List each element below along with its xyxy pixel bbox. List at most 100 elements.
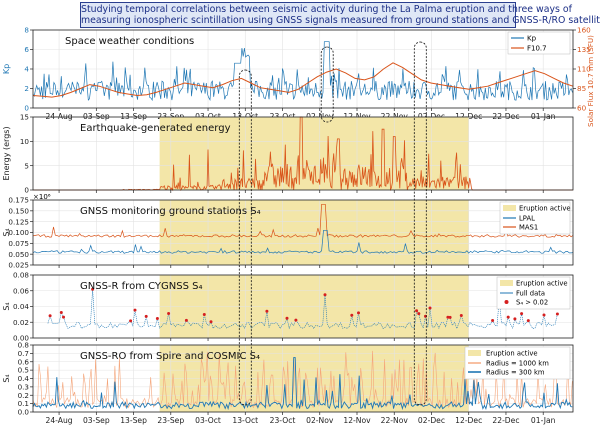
x-tick-label: 03-Sep: [83, 416, 110, 425]
correlation-marker: [320, 46, 334, 123]
threshold-point: [209, 320, 213, 324]
panel-title: GNSS monitoring ground stations S₄: [80, 206, 261, 217]
lpal-series-line: [32, 229, 574, 254]
correlation-marker: [238, 69, 252, 406]
threshold-point: [184, 318, 188, 322]
y-tick-label: 8: [24, 26, 29, 35]
panel-title: GNSS-R from CYGNSS S₄: [80, 281, 203, 292]
panel-title: Earthquake-generated energy: [80, 123, 231, 134]
threshold-point: [526, 319, 530, 323]
legend-kp-label: Kp: [527, 35, 537, 43]
y-tick-label: 0.175: [8, 196, 29, 205]
y-axis-label: Energy (ergs): [2, 126, 11, 180]
x-tick-label: 22-Nov: [381, 416, 409, 425]
x-tick-label: 03-Oct: [195, 112, 221, 121]
threshold-point: [59, 311, 63, 314]
x-tick-label: 22-Dec: [492, 416, 519, 425]
kp-series-line: [32, 41, 573, 102]
threshold-point: [448, 315, 452, 319]
x-tick-label: 23-Sep: [157, 416, 184, 425]
legend-f107-label: F10.7: [527, 45, 547, 53]
threshold-point: [167, 312, 171, 315]
legend-threshold-label: S₄ > 0.02: [516, 299, 548, 307]
threshold-point: [129, 319, 133, 323]
threshold-point: [294, 318, 298, 322]
threshold-point: [357, 311, 360, 315]
legend-box: [464, 346, 571, 380]
y-tick-label: 15: [20, 113, 29, 122]
threshold-point: [133, 308, 137, 312]
y-axis-label: S₄: [2, 228, 11, 236]
y-tick-label: 6: [24, 45, 29, 54]
threshold-point: [285, 316, 289, 320]
y-tick-label: 0.050: [8, 250, 29, 259]
y2-tick-label: 60: [577, 104, 587, 113]
panel-title: Space weather conditions: [65, 36, 194, 47]
y-tick-label: 0.1: [18, 399, 29, 408]
y-tick-label: 0.5: [18, 366, 29, 375]
legend-radius-300-label: Radius = 300 km: [486, 369, 545, 377]
legend-eruption-label: Eruption active: [486, 350, 538, 358]
legend-threshold-swatch: [504, 300, 509, 304]
x-tick-label: 02-Dec: [418, 416, 445, 425]
legend-eruption-swatch: [468, 350, 481, 356]
threshold-point: [323, 293, 327, 297]
y-axis-label: S₄: [2, 374, 11, 382]
threshold-point: [417, 312, 421, 316]
threshold-point: [91, 287, 95, 291]
plot-frame: [32, 116, 574, 191]
x-tick-label: 13-Oct: [232, 416, 258, 425]
threshold-point: [459, 314, 463, 317]
banner-line-1: Studying temporal correlations between s…: [81, 4, 572, 15]
y-axis-label: Kp: [2, 64, 11, 74]
threshold-point: [513, 317, 517, 321]
legend-full-data-label: Full data: [516, 290, 545, 298]
legend-eruption-swatch: [500, 280, 513, 286]
radius-300-series-line: [32, 357, 573, 411]
y2-axis-label: Solar Flux 10.7 mm (SFU): [586, 35, 595, 127]
figure-banner: Studying temporal correlations between s…: [80, 2, 600, 28]
x-tick-label: 24-Aug: [46, 416, 73, 425]
threshold-point: [155, 317, 159, 320]
x-tick-label: 02-Nov: [306, 112, 334, 121]
panel-title: GNSS-RO from Spire and COSMIC S₄: [80, 351, 260, 362]
legend-mas1-label: MAS1: [519, 224, 538, 232]
x-tick-label: 23-Sep: [157, 112, 184, 121]
x-tick-label: 02-Dec: [418, 112, 445, 121]
x-tick-label: 22-Nov: [381, 112, 409, 121]
x-tick-label: 12-Dec: [455, 112, 482, 121]
x-tick-label: 13-Oct: [232, 112, 258, 121]
x-tick-label: 23-Oct: [270, 416, 296, 425]
y-tick-label: 0.8: [18, 341, 30, 350]
legend-eruption-label: Eruption active: [516, 280, 568, 288]
y-tick-label: 0.100: [8, 228, 29, 237]
threshold-point: [350, 313, 354, 317]
eruption-active-band: [159, 117, 469, 190]
y-tick-label: 2: [24, 84, 29, 93]
y-tick-label: 0: [24, 104, 29, 113]
x-tick-label: 01-Jan: [531, 416, 556, 425]
mas1-series-line: [32, 203, 574, 238]
x-tick-label: 22-Dec: [492, 112, 519, 121]
y-tick-label: 0.2: [18, 391, 29, 400]
y-tick-label: 0.075: [8, 239, 29, 248]
x-tick-label: 02-Nov: [306, 416, 334, 425]
y-tick-label: 0.08: [13, 271, 29, 280]
y-tick-label: 0.025: [8, 261, 29, 270]
y-tick-label: 0.04: [13, 302, 29, 311]
threshold-point: [428, 306, 432, 310]
y-exponent-label: ×10⁶: [33, 193, 51, 201]
y2-tick-label: 160: [577, 26, 591, 35]
y-tick-label: 0.6: [18, 357, 30, 366]
y-tick-label: 0.02: [13, 318, 29, 327]
threshold-point: [542, 313, 546, 317]
y-axis-label: S₄: [2, 302, 11, 310]
y-tick-label: 0.0: [18, 408, 30, 417]
x-tick-label: 23-Oct: [270, 112, 296, 121]
x-tick-label: 01-Jan: [531, 112, 556, 121]
x-tick-label: 13-Sep: [120, 416, 147, 425]
threshold-point: [144, 314, 148, 318]
y-tick-label: 0: [24, 186, 29, 195]
x-tick-label: 24-Aug: [46, 112, 73, 121]
y2-tick-label: 135: [577, 45, 591, 54]
